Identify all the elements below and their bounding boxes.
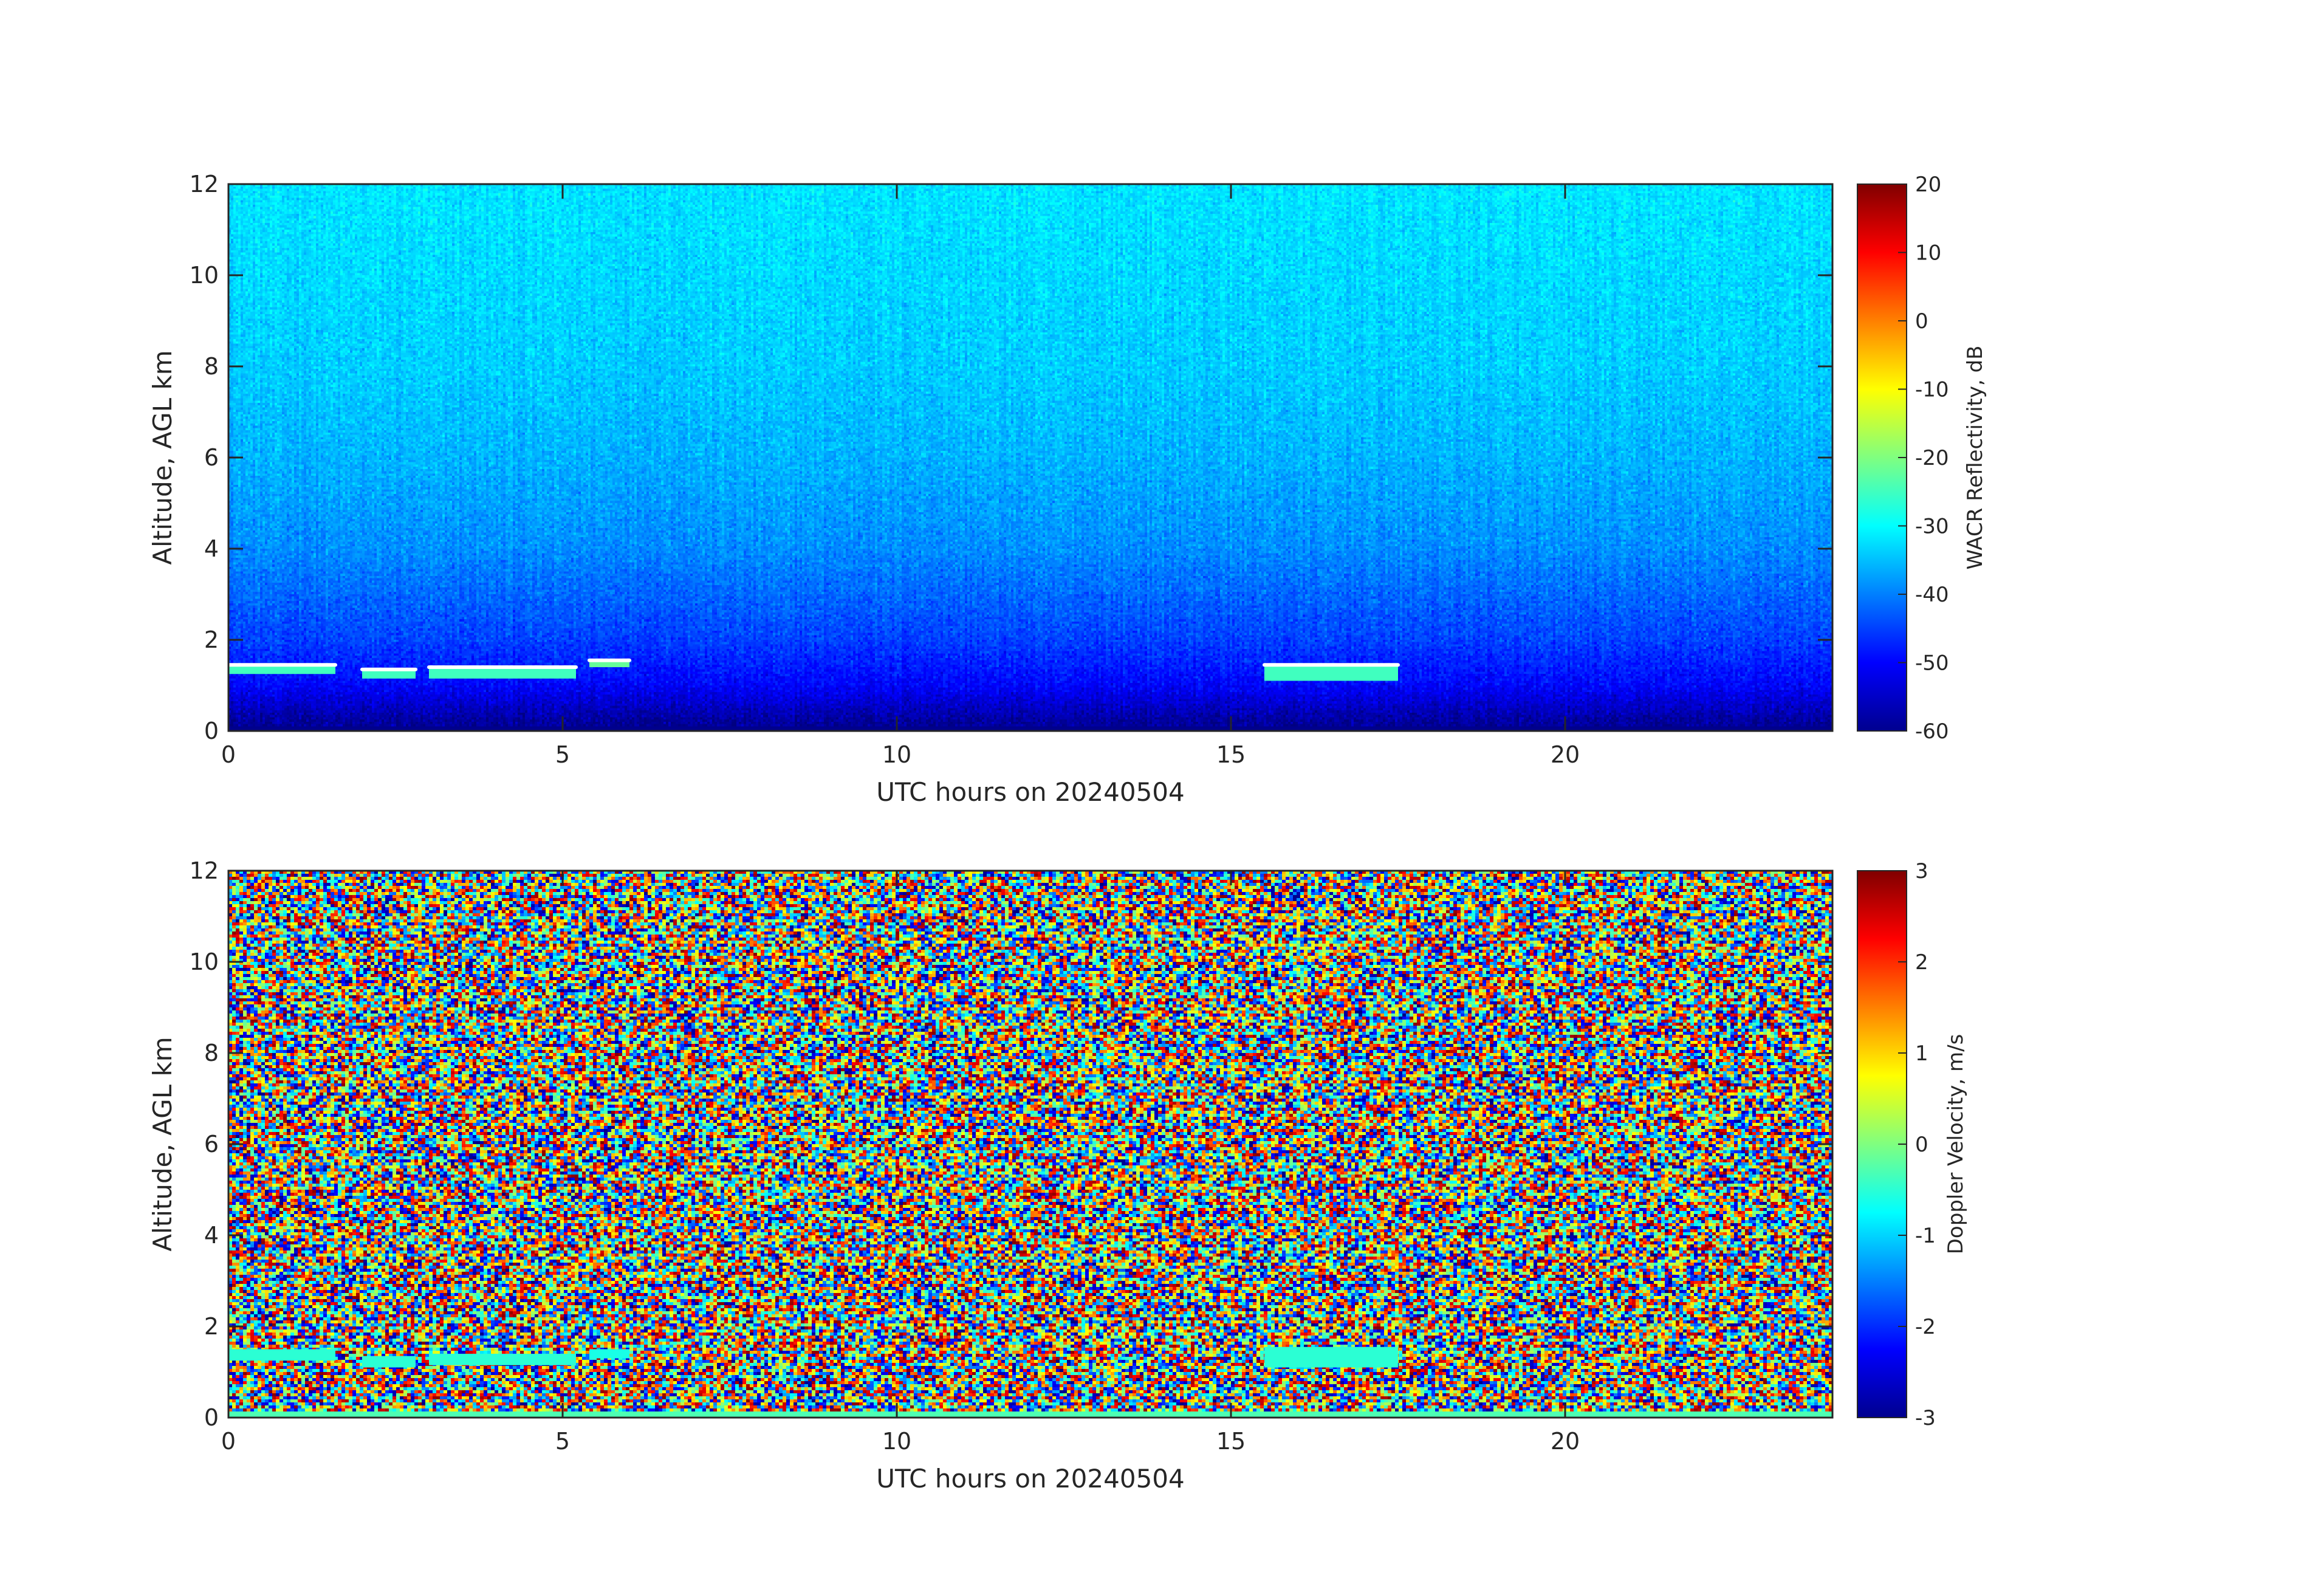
cloud-layer-1 (228, 665, 335, 674)
y-tick-label: 10 (190, 262, 219, 289)
cloud-layer-2 (362, 669, 416, 679)
colorbar-tick-label: -1 (1915, 1224, 1936, 1248)
cloud-layer-5 (1264, 665, 1398, 681)
x-tick-label: 15 (1216, 1428, 1246, 1455)
colorbar-tick-label: -60 (1915, 719, 1949, 744)
cloud-layer-1 (228, 1349, 335, 1361)
velocity-cloud-layers (228, 1346, 1398, 1368)
cloud-layer-3 (429, 1354, 576, 1365)
y-tick-label: 0 (204, 718, 219, 744)
colorbar-tick-label: -30 (1915, 515, 1949, 539)
x-tick-label: 20 (1551, 741, 1580, 768)
x-tick-label: 15 (1216, 741, 1246, 768)
reflectivity-heatmap (228, 184, 1832, 731)
x-tick-label: 5 (555, 1428, 570, 1455)
y-tick-label: 6 (204, 1131, 219, 1158)
colorbar-tick-label: 10 (1915, 241, 1941, 266)
y-tick-label: 12 (190, 171, 219, 197)
y-tick-label: 8 (204, 353, 219, 380)
y-tick-label: 2 (204, 626, 219, 653)
reflectivity-colorbar-label: WACR Reflectivity, dB (1963, 346, 1987, 570)
y-tick-label: 10 (190, 948, 219, 975)
y-tick-label: 12 (190, 857, 219, 884)
colorbar-tick-label: -3 (1915, 1406, 1936, 1430)
colorbar-tick-label: 0 (1915, 309, 1928, 334)
velocity-y-axis-label: Altitude, AGL km (148, 1037, 177, 1251)
cloud-layer-4 (589, 1349, 629, 1359)
x-tick-label: 0 (221, 741, 236, 768)
cloud-layer-3 (429, 667, 576, 679)
x-tick-label: 5 (555, 741, 570, 768)
y-tick-label: 2 (204, 1313, 219, 1340)
cloud-layer-2 (362, 1356, 416, 1368)
y-tick-label: 4 (204, 1222, 219, 1249)
colorbar-tick-label: -20 (1915, 446, 1949, 470)
colorbar-tick-label: -2 (1915, 1315, 1936, 1339)
reflectivity-colorbar-ticks: 20 10 0 -10 -20 -30 -40 -50 -60 (1898, 173, 1949, 744)
y-tick-label: 8 (204, 1040, 219, 1066)
colorbar-tick-label: 20 (1915, 173, 1941, 197)
reflectivity-cloud-layers (227, 658, 1400, 681)
velocity-x-axis-label: UTC hours on 20240504 (876, 1464, 1185, 1494)
velocity-colorbar-label: Doppler Velocity, m/s (1944, 1034, 1968, 1255)
y-tick-label: 0 (204, 1404, 219, 1431)
velocity-heatmap (228, 871, 1832, 1418)
colorbar-tick-label: 2 (1915, 950, 1928, 975)
reflectivity-y-axis-label: Altitude, AGL km (148, 350, 177, 564)
reflectivity-axis-ticks: 0 5 10 15 20 0 2 4 6 8 10 12 (190, 171, 1832, 768)
x-tick-label: 10 (882, 1428, 911, 1455)
reflectivity-x-axis-label: UTC hours on 20240504 (876, 777, 1185, 807)
cloud-layer-4 (589, 660, 629, 667)
velocity-axis-ticks: 0 5 10 15 20 0 2 4 6 8 10 12 (190, 857, 1832, 1455)
colorbar-tick-label: 1 (1915, 1041, 1928, 1066)
y-tick-label: 6 (204, 444, 219, 471)
colorbar-tick-label: 0 (1915, 1133, 1928, 1157)
velocity-colorbar-ticks: 3 2 1 0 -1 -2 -3 (1898, 859, 1936, 1430)
x-tick-label: 10 (882, 741, 911, 768)
colorbar-tick-label: -50 (1915, 651, 1949, 676)
colorbar-tick-label: 3 (1915, 859, 1928, 883)
cloud-layer-5 (1264, 1346, 1398, 1368)
x-tick-label: 20 (1551, 1428, 1580, 1455)
x-tick-label: 0 (221, 1428, 236, 1455)
colorbar-tick-label: -10 (1915, 378, 1949, 402)
colorbar-tick-label: -40 (1915, 583, 1949, 607)
y-tick-label: 4 (204, 535, 219, 562)
